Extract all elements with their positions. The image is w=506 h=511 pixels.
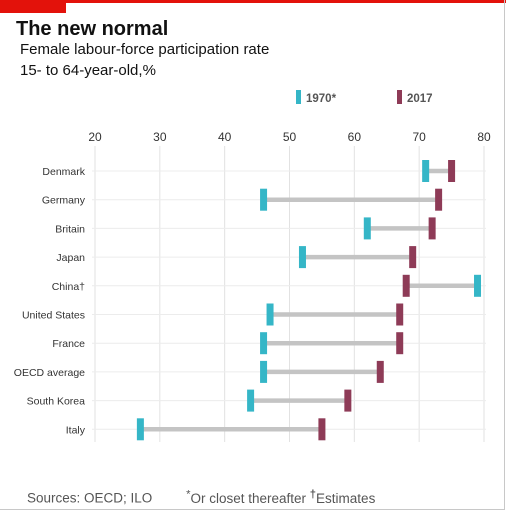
marker-2017 [318,418,326,441]
category-label: OECD average [14,367,85,379]
marker-2017 [409,246,417,269]
marker-2017 [435,188,443,211]
chart-unit: 15- to 64-year-old,% [20,62,156,79]
marker-2017 [402,274,410,297]
marker-1970 [298,246,306,269]
chart-title: The new normal [16,18,169,40]
legend-label-1: 2017 [407,93,433,105]
marker-2017 [396,303,404,326]
x-tick-label-80: 80 [477,130,491,144]
marker-2017 [396,332,404,355]
marker-1970 [363,217,371,240]
category-label: United States [22,310,85,322]
x-tick-label-20: 20 [88,130,102,144]
chart-subtitle: Female labour-force participation rate [20,41,270,58]
footnote-text: Or closet thereafter [190,490,307,506]
x-tick-label-30: 30 [153,130,167,144]
category-label: Japan [56,252,85,264]
x-tick-label-70: 70 [412,130,426,144]
x-tick-label-60: 60 [348,130,362,144]
marker-1970 [260,188,268,211]
estimates-text: Estimates [316,490,376,506]
marker-1970 [260,360,268,383]
marker-2017 [376,360,384,383]
category-label: Britain [55,223,85,235]
footnote: *Or closet thereafter †Estimates [186,488,376,506]
footnote-mark: * [186,488,191,500]
marker-2017 [344,389,352,412]
category-label: South Korea [27,396,86,408]
marker-1970 [474,274,482,297]
legend-label-0: 1970* [306,93,337,105]
marker-2017 [428,217,436,240]
estimates-mark: † [309,488,317,500]
accent-rule [0,0,506,3]
category-label: China† [52,281,85,293]
category-label: Denmark [42,166,85,178]
accent-tag [0,0,66,13]
footer: Sources: OECD; ILO *Or closet thereafter… [27,488,375,506]
sources-text: Sources: OECD; ILO [27,490,153,506]
marker-1970 [136,418,144,441]
marker-1970 [422,160,430,182]
x-tick-label-50: 50 [283,130,297,144]
marker-1970 [260,332,268,355]
category-label: Germany [42,195,86,207]
x-tick-label-40: 40 [218,130,232,144]
marker-1970 [266,303,274,326]
legend-swatch-1 [397,90,402,104]
category-label: Italy [66,424,86,436]
category-label: France [52,338,85,350]
marker-1970 [247,389,255,412]
marker-2017 [448,160,456,182]
legend-swatch-0 [296,90,301,104]
